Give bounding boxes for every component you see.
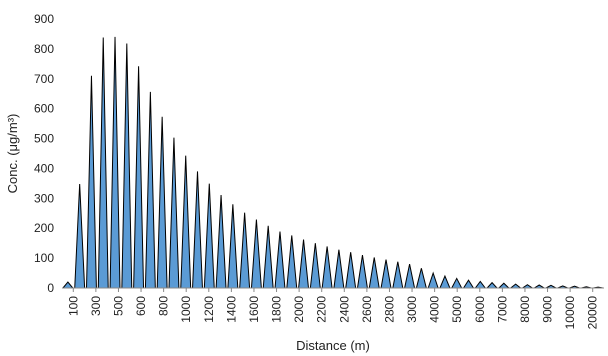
y-tick-label: 900 <box>34 12 54 26</box>
x-tick-label: 7000 <box>495 296 509 323</box>
x-tick-label: 600 <box>134 296 148 316</box>
x-tick-label: 20000 <box>586 296 600 330</box>
data-spike <box>61 281 74 289</box>
data-spike <box>474 280 487 289</box>
data-spike <box>333 249 345 289</box>
y-tick-label: 500 <box>34 132 54 146</box>
data-spike <box>74 183 86 289</box>
data-spike <box>368 257 380 289</box>
data-spike <box>415 268 427 289</box>
x-tick-label: 8000 <box>518 296 532 323</box>
x-tick-label: 1200 <box>202 296 216 323</box>
data-spike <box>392 261 404 289</box>
x-tick-label: 2000 <box>292 296 306 323</box>
x-tick-label: 3000 <box>405 296 419 323</box>
x-tick-label: 2400 <box>337 296 351 323</box>
y-axis-title: Conc. (μg/m³) <box>5 114 20 194</box>
data-spike <box>192 171 203 289</box>
plot-area <box>61 36 604 289</box>
data-spike <box>380 259 392 289</box>
x-tick-label: 9000 <box>541 296 555 323</box>
data-spike <box>404 263 416 289</box>
data-spike <box>321 246 333 289</box>
x-tick-label: 1000 <box>179 296 193 323</box>
data-spike <box>180 155 192 289</box>
data-spike <box>286 235 298 289</box>
y-tick-label: 600 <box>34 102 54 116</box>
data-spike <box>450 277 463 289</box>
data-spike <box>298 239 310 289</box>
y-tick-label: 300 <box>34 191 54 205</box>
data-spike <box>133 66 145 289</box>
data-spike <box>109 36 121 289</box>
data-spike <box>239 212 251 289</box>
data-spike <box>356 255 368 289</box>
y-tick-label: 200 <box>34 221 54 235</box>
data-spike <box>274 231 286 289</box>
data-spike <box>462 279 475 289</box>
y-tick-label: 800 <box>34 42 54 56</box>
y-tick-label: 100 <box>34 251 54 265</box>
x-tick-label: 2600 <box>360 296 374 323</box>
x-tick-label: 1600 <box>247 296 261 323</box>
y-tick-label: 0 <box>47 281 54 295</box>
data-spike <box>309 243 321 289</box>
x-tick-label: 300 <box>89 296 103 316</box>
x-tick-label: 10000 <box>563 296 577 330</box>
data-spike <box>168 137 180 289</box>
data-spike <box>227 204 239 289</box>
x-axis-ticks: 100 300 500 600 800 1000 1200 1400 1600 1800 2000 2… <box>66 288 600 330</box>
data-spike <box>509 283 523 289</box>
y-tick-label: 400 <box>34 161 54 175</box>
x-tick-label: 5000 <box>450 296 464 323</box>
x-tick-label: 1800 <box>270 296 284 323</box>
data-spike <box>203 183 215 289</box>
x-tick-label: 500 <box>111 296 125 316</box>
data-spike <box>262 225 274 289</box>
data-spike <box>85 75 97 289</box>
data-spike <box>156 116 168 289</box>
data-spike <box>97 37 109 289</box>
x-axis-title: Distance (m) <box>296 338 370 353</box>
data-spike <box>439 274 451 289</box>
x-tick-label: 1400 <box>224 296 238 323</box>
data-spike <box>144 91 156 289</box>
x-tick-label: 4000 <box>428 296 442 323</box>
x-tick-label: 2800 <box>382 296 396 323</box>
data-spike <box>215 195 227 289</box>
data-spike <box>121 43 133 289</box>
data-spike <box>485 281 499 289</box>
data-spike <box>345 252 357 289</box>
y-tick-label: 700 <box>34 72 54 86</box>
x-tick-label: 2200 <box>315 296 329 323</box>
x-tick-label: 6000 <box>473 296 487 323</box>
data-spike <box>427 271 439 289</box>
y-axis-ticks: 0 100 200 300 400 500 600 700 800 900 <box>34 12 54 295</box>
x-tick-label: 100 <box>66 296 80 316</box>
x-tick-label: 800 <box>157 296 171 316</box>
data-spike <box>250 219 262 289</box>
data-spike <box>497 282 511 289</box>
